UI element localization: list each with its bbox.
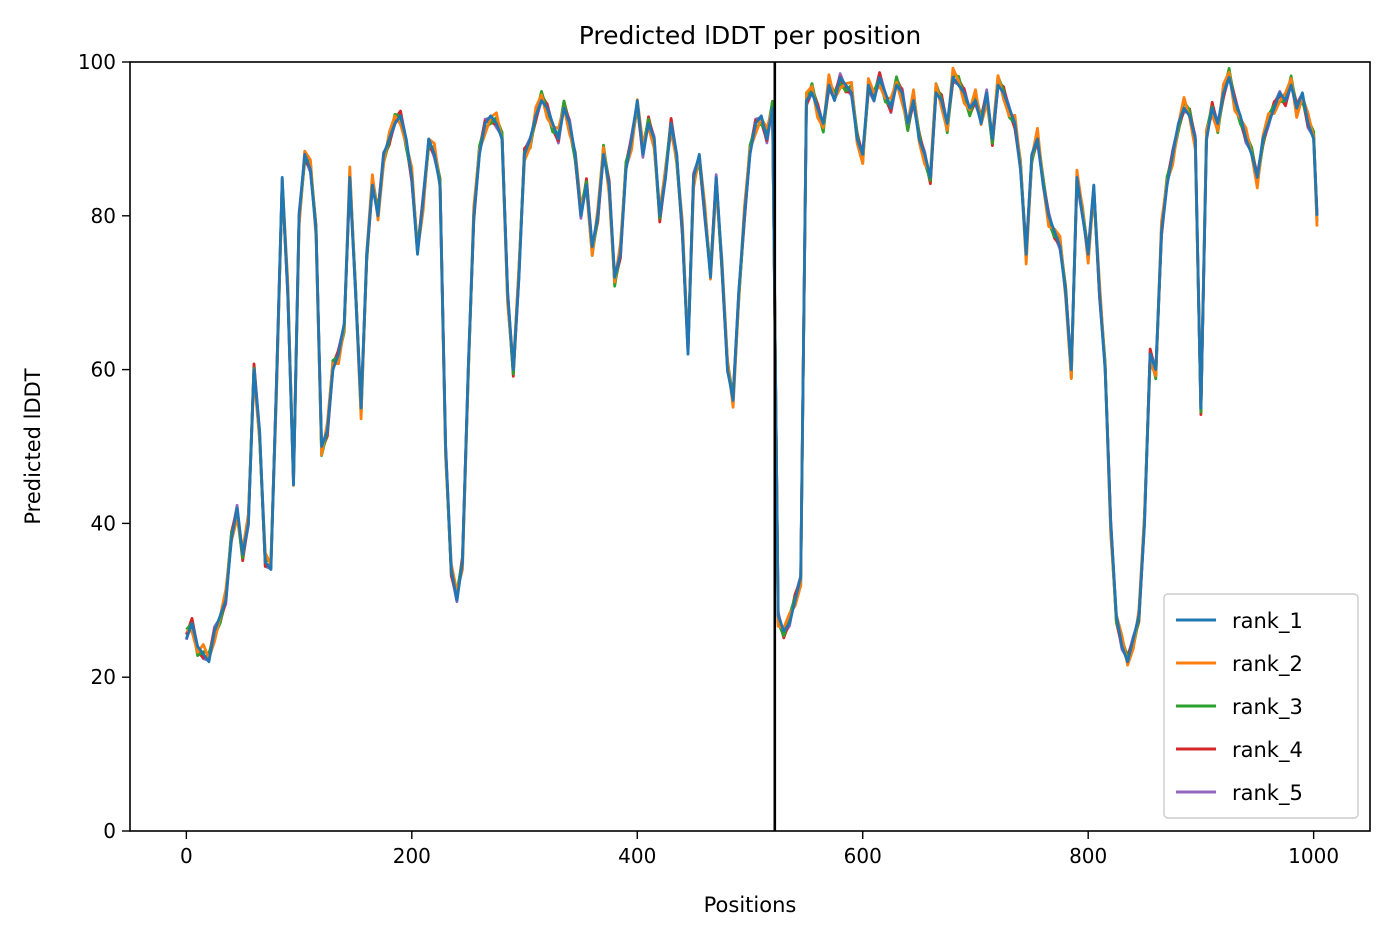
x-tick-label: 0 (180, 844, 193, 868)
axes-frame (129, 61, 1371, 832)
series-line-rank-5 (185, 71, 1319, 662)
legend-label: rank_2 (1232, 652, 1303, 677)
x-axis: 0 200 400 600 800 1000 (180, 831, 1339, 868)
series-line-rank-2 (186, 66, 1319, 667)
legend-label: rank_5 (1232, 781, 1303, 806)
y-tick-label: 20 (91, 665, 116, 689)
legend-label: rank_1 (1232, 609, 1303, 634)
y-tick-label: 80 (91, 204, 116, 228)
x-tick-label: 400 (618, 844, 656, 868)
legend-box (1163, 593, 1359, 819)
x-axis-label: Positions (704, 893, 797, 917)
y-axis-label: Predicted lDDT (21, 368, 45, 524)
legend-label: rank_3 (1232, 695, 1303, 720)
series-line-rank-3 (185, 67, 1319, 659)
y-tick-label: 0 (103, 819, 116, 843)
series-line-rank-4 (185, 70, 1319, 660)
chart-title: Predicted lDDT per position (579, 21, 921, 50)
y-tick-label: 60 (91, 358, 116, 382)
legend: rank_1 rank_2 rank_3 rank_4 rank_5 (1163, 593, 1359, 819)
x-tick-label: 200 (393, 844, 431, 868)
series-line-rank-1 (185, 76, 1319, 664)
plot-lines (185, 66, 1319, 667)
x-tick-label: 600 (844, 844, 882, 868)
x-tick-label: 800 (1069, 844, 1107, 868)
y-axis: 0 20 40 60 80 100 (78, 50, 130, 843)
legend-label: rank_4 (1232, 738, 1303, 763)
x-tick-label: 1000 (1288, 844, 1339, 868)
y-tick-label: 40 (91, 511, 116, 535)
y-tick-label: 100 (78, 50, 116, 74)
